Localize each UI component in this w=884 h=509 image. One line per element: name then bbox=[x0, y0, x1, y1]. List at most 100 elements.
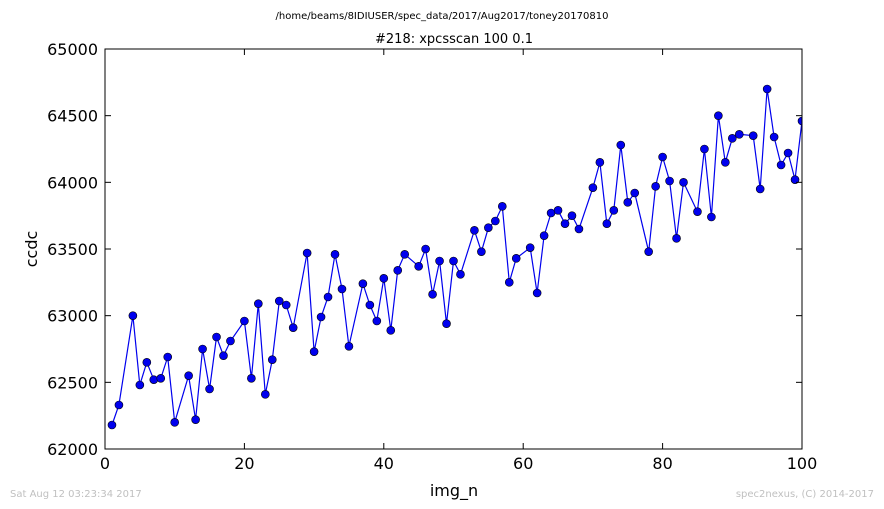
x-axis-label: img_n bbox=[430, 481, 478, 501]
chart-suptitle: /home/beams/8IDIUSER/spec_data/2017/Aug2… bbox=[276, 11, 609, 22]
data-point bbox=[630, 188, 640, 198]
data-point bbox=[790, 175, 800, 184]
data-point bbox=[553, 206, 563, 215]
y-tick-label: 63000 bbox=[47, 307, 98, 326]
data-point bbox=[372, 316, 382, 326]
data-point bbox=[665, 176, 674, 186]
data-point bbox=[484, 223, 493, 232]
y-tick-label: 62000 bbox=[47, 440, 98, 459]
data-point bbox=[525, 243, 535, 252]
data-point bbox=[783, 148, 793, 158]
data-point bbox=[337, 284, 347, 294]
data-point bbox=[344, 342, 354, 351]
data-point bbox=[651, 182, 660, 191]
y-tick-label: 64500 bbox=[47, 107, 98, 126]
y-tick-label: 65000 bbox=[47, 40, 98, 59]
data-point bbox=[727, 134, 737, 143]
data-point bbox=[142, 358, 152, 367]
data-point bbox=[567, 211, 577, 220]
data-point bbox=[504, 278, 514, 287]
data-point bbox=[379, 274, 389, 283]
plot-area bbox=[107, 84, 802, 430]
data-point bbox=[365, 300, 375, 310]
data-point bbox=[574, 224, 584, 234]
x-tick-label: 80 bbox=[652, 454, 672, 473]
series-line bbox=[111, 88, 802, 426]
data-point bbox=[114, 400, 124, 410]
data-point bbox=[191, 415, 200, 424]
data-point bbox=[532, 288, 542, 298]
x-tick-label: 0 bbox=[100, 454, 110, 473]
data-point bbox=[560, 219, 570, 228]
data-point bbox=[707, 212, 716, 222]
series-group bbox=[107, 84, 802, 430]
data-point bbox=[511, 254, 521, 263]
y-tick-label: 64000 bbox=[47, 173, 98, 192]
data-point bbox=[623, 198, 633, 207]
data-point bbox=[734, 130, 744, 139]
data-point bbox=[539, 231, 549, 240]
data-point bbox=[156, 374, 166, 383]
data-point bbox=[386, 326, 396, 335]
data-point bbox=[261, 390, 270, 399]
data-point bbox=[302, 248, 312, 258]
x-tick-label: 40 bbox=[374, 454, 394, 473]
data-point bbox=[609, 206, 619, 215]
data-point bbox=[393, 266, 403, 275]
chart-title: #218: xpcsscan 100 0.1 bbox=[375, 32, 533, 47]
data-point bbox=[748, 131, 758, 140]
data-point bbox=[755, 184, 765, 194]
data-point bbox=[149, 375, 159, 384]
data-point bbox=[330, 250, 340, 259]
data-point bbox=[281, 300, 291, 310]
data-point bbox=[700, 144, 709, 154]
data-point bbox=[693, 207, 702, 216]
data-point bbox=[714, 111, 723, 120]
y-axis-label: ccdc bbox=[22, 231, 41, 268]
data-point bbox=[247, 374, 256, 383]
data-point bbox=[428, 290, 437, 299]
x-tick-label: 60 bbox=[513, 454, 533, 473]
x-tick-label: 20 bbox=[234, 454, 254, 473]
data-point bbox=[721, 158, 730, 167]
data-point bbox=[497, 202, 507, 211]
data-point bbox=[477, 247, 486, 256]
data-point bbox=[400, 250, 410, 259]
data-point bbox=[595, 158, 605, 167]
data-point bbox=[170, 418, 179, 427]
data-point bbox=[323, 292, 333, 302]
data-point bbox=[470, 226, 479, 235]
data-point bbox=[435, 256, 444, 266]
data-point bbox=[309, 347, 319, 356]
data-point bbox=[240, 316, 249, 326]
data-point bbox=[769, 132, 779, 142]
x-tick-label: 100 bbox=[787, 454, 818, 473]
data-point bbox=[254, 299, 263, 308]
data-point bbox=[588, 183, 598, 192]
data-point bbox=[107, 420, 117, 430]
data-point bbox=[421, 244, 430, 254]
footer-credit: spec2nexus, (C) 2014-2017 bbox=[735, 489, 874, 500]
data-point bbox=[212, 332, 221, 342]
data-point bbox=[163, 352, 173, 362]
data-point bbox=[274, 296, 284, 306]
data-point bbox=[644, 247, 653, 256]
data-point bbox=[128, 311, 138, 320]
y-tick-label: 63500 bbox=[47, 240, 98, 259]
data-point bbox=[679, 178, 688, 187]
y-tick-label: 62500 bbox=[47, 373, 98, 392]
data-point bbox=[658, 152, 667, 162]
data-point bbox=[316, 312, 326, 322]
data-point bbox=[602, 219, 612, 228]
data-point bbox=[358, 279, 368, 288]
data-point bbox=[288, 323, 298, 332]
data-point bbox=[442, 319, 451, 328]
data-point bbox=[762, 84, 772, 94]
data-point bbox=[184, 371, 193, 380]
data-point bbox=[205, 384, 214, 394]
data-point bbox=[672, 234, 681, 243]
data-point bbox=[449, 256, 458, 266]
footer-timestamp: Sat Aug 12 03:23:34 2017 bbox=[10, 489, 142, 500]
data-point bbox=[198, 344, 207, 354]
